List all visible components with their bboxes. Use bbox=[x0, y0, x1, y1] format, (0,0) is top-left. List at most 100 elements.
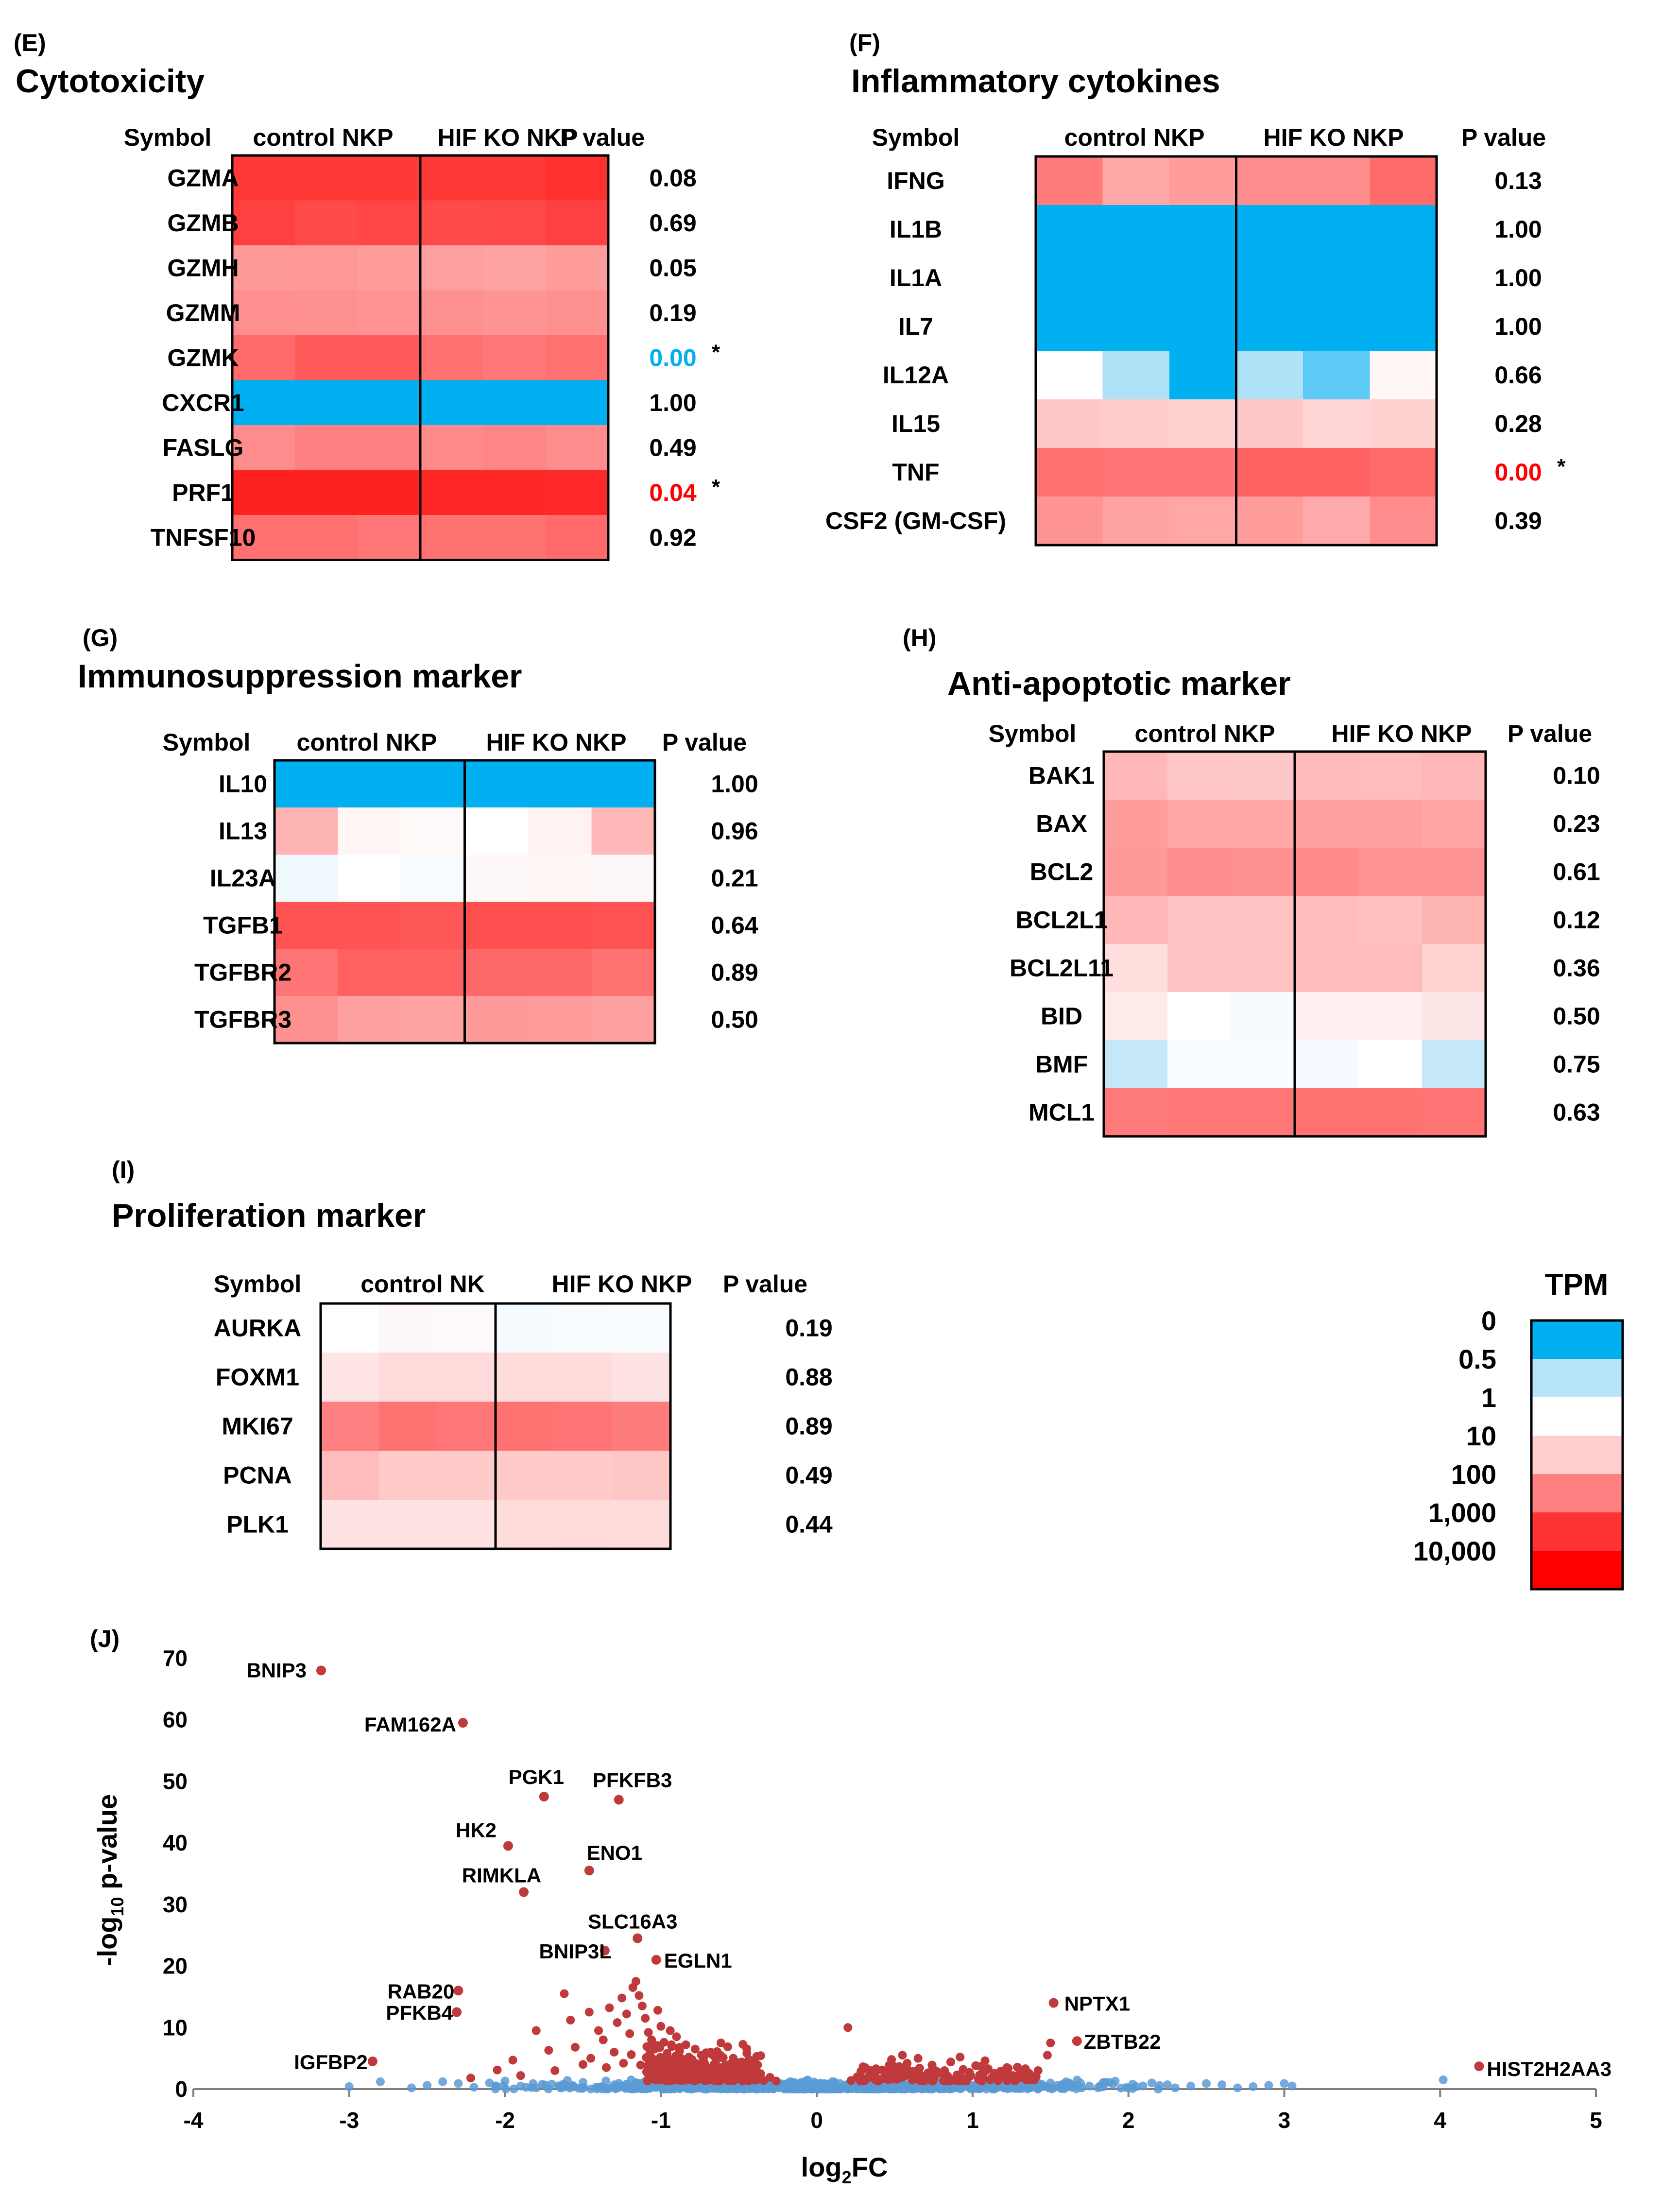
group1-header: control NKP bbox=[253, 124, 394, 151]
gene-label: BMF bbox=[1035, 1051, 1088, 1078]
volcano-point-sig bbox=[627, 2050, 636, 2059]
x-tick-label: -2 bbox=[495, 2108, 515, 2133]
y-tick-label: 20 bbox=[163, 1954, 188, 1979]
volcano-point-sig bbox=[865, 2069, 874, 2078]
gene-label: GZMM bbox=[166, 299, 240, 326]
heatmap-cell bbox=[1169, 205, 1237, 254]
volcano-point-nonsig bbox=[1100, 2078, 1110, 2087]
gene-point-label: PGK1 bbox=[509, 1766, 564, 1788]
volcano-point-nonsig bbox=[1170, 2083, 1180, 2092]
p-value: 0.49 bbox=[785, 1462, 832, 1489]
volcano-point-sig bbox=[599, 2035, 608, 2044]
gene-label: TNFSF10 bbox=[151, 524, 256, 551]
heatmap-cell bbox=[483, 200, 546, 246]
volcano-point-nonsig bbox=[376, 2077, 385, 2086]
gene-label: AURKA bbox=[214, 1315, 302, 1342]
heatmap-cell bbox=[420, 335, 483, 381]
legend-title: TPM bbox=[1545, 1268, 1609, 1302]
heatmap-cell bbox=[1303, 302, 1371, 351]
heatmap-cell bbox=[1169, 156, 1237, 206]
volcano-point-sig bbox=[711, 2068, 720, 2077]
heatmap-cell bbox=[1104, 896, 1168, 944]
heatmap-cell bbox=[1236, 448, 1303, 497]
volcano-point-sig bbox=[858, 2062, 868, 2072]
volcano-point-nonsig bbox=[1217, 2080, 1227, 2090]
volcano-point-sig bbox=[771, 2076, 781, 2086]
heatmap-cell bbox=[1303, 156, 1371, 206]
group2-header: HIF KO NKP bbox=[552, 1270, 692, 1298]
y-axis-label-sub: 10 bbox=[107, 1897, 127, 1916]
p-value: 0.75 bbox=[1553, 1051, 1600, 1078]
volcano-point-sig bbox=[656, 2053, 665, 2062]
panel-title: Inflammatory cytokines bbox=[851, 63, 1220, 100]
gene-point-label: FAM162A bbox=[364, 1713, 456, 1736]
volcano-point-sig bbox=[625, 2029, 634, 2038]
gene-label: IL10 bbox=[219, 771, 267, 798]
tpm-legend: TPM 0 0.5 1 10 100 1,000 10,000 bbox=[1413, 1268, 1624, 1591]
heatmap-cell bbox=[546, 470, 609, 515]
gene-label: CSF2 (GM-CSF) bbox=[825, 507, 1006, 534]
heatmap-cell bbox=[295, 470, 358, 515]
gene-point-label: IGFBP2 bbox=[294, 2051, 368, 2074]
heatmap-cell bbox=[420, 155, 483, 201]
heatmap-cell bbox=[1036, 351, 1103, 400]
gene-point-label: HK2 bbox=[456, 1818, 497, 1841]
heatmap-cell bbox=[464, 807, 529, 855]
volcano-point-nonsig bbox=[1264, 2081, 1273, 2090]
volcano-point-sig bbox=[1033, 2066, 1043, 2075]
gene-label: BCL2L11 bbox=[1010, 955, 1114, 982]
heatmap-cell bbox=[338, 996, 402, 1044]
heatmap-cell bbox=[295, 155, 358, 201]
volcano-point-nonsig bbox=[703, 2083, 712, 2092]
heatmap-cell bbox=[1231, 800, 1295, 848]
legend-swatch bbox=[1531, 1359, 1623, 1398]
volcano-point-nonsig bbox=[789, 2082, 798, 2091]
volcano-point-nonsig bbox=[695, 2082, 704, 2091]
volcano-point-nonsig bbox=[529, 2079, 538, 2088]
volcano-point-nonsig bbox=[586, 2084, 595, 2093]
panel-title: Immunosuppression marker bbox=[78, 658, 522, 695]
heatmap-cell bbox=[232, 425, 295, 471]
heatmap-cell bbox=[420, 470, 483, 515]
volcano-point-sig bbox=[737, 2058, 747, 2067]
heatmap-cell bbox=[1231, 896, 1295, 944]
heatmap-cell bbox=[401, 807, 465, 855]
gene-label: IL7 bbox=[898, 313, 933, 340]
volcano-point-sig bbox=[736, 2075, 745, 2084]
heatmap-cell bbox=[232, 290, 295, 336]
volcano-point-nonsig bbox=[831, 2082, 840, 2091]
volcano-point-nonsig bbox=[781, 2083, 790, 2092]
heatmap-cell bbox=[274, 996, 339, 1044]
y-tick-label: 40 bbox=[163, 1830, 188, 1855]
volcano-point-sig bbox=[622, 2009, 631, 2019]
x-tick-label: -1 bbox=[651, 2108, 671, 2133]
heatmap-cell bbox=[379, 1500, 438, 1549]
volcano-point-sig bbox=[739, 2066, 748, 2075]
heatmap-cell bbox=[1167, 944, 1232, 993]
heatmap-cell bbox=[546, 335, 609, 381]
volcano-point-sig bbox=[700, 2058, 709, 2068]
heatmap-cell bbox=[1169, 399, 1237, 448]
heatmap-cell bbox=[528, 807, 592, 855]
volcano-point-sig bbox=[647, 2035, 656, 2044]
volcano-point-sig bbox=[570, 2042, 580, 2052]
heatmap-cell bbox=[358, 380, 421, 426]
heatmap-cell bbox=[1036, 448, 1103, 497]
volcano-point-nonsig bbox=[1233, 2083, 1242, 2092]
volcano-point-nonsig bbox=[874, 2083, 884, 2092]
volcano-point-sig bbox=[965, 2068, 974, 2077]
volcano-point-sig bbox=[927, 2060, 937, 2070]
heatmap-cell bbox=[295, 380, 358, 426]
volcano-point-nonsig bbox=[809, 2081, 818, 2090]
heatmap-cell bbox=[1169, 254, 1237, 303]
heatmap-cell bbox=[1102, 448, 1170, 497]
volcano-point-nonsig bbox=[1280, 2079, 1289, 2088]
heatmap-cell bbox=[379, 1303, 438, 1353]
p-value: 0.66 bbox=[1494, 361, 1542, 389]
heatmap-cell bbox=[1102, 497, 1170, 546]
heatmap-cell bbox=[1036, 399, 1103, 448]
volcano-point-nonsig bbox=[547, 2079, 556, 2089]
volcano-point-sig bbox=[704, 2074, 714, 2083]
heatmap-cell bbox=[546, 380, 609, 426]
heatmap-cell bbox=[1295, 1040, 1359, 1089]
